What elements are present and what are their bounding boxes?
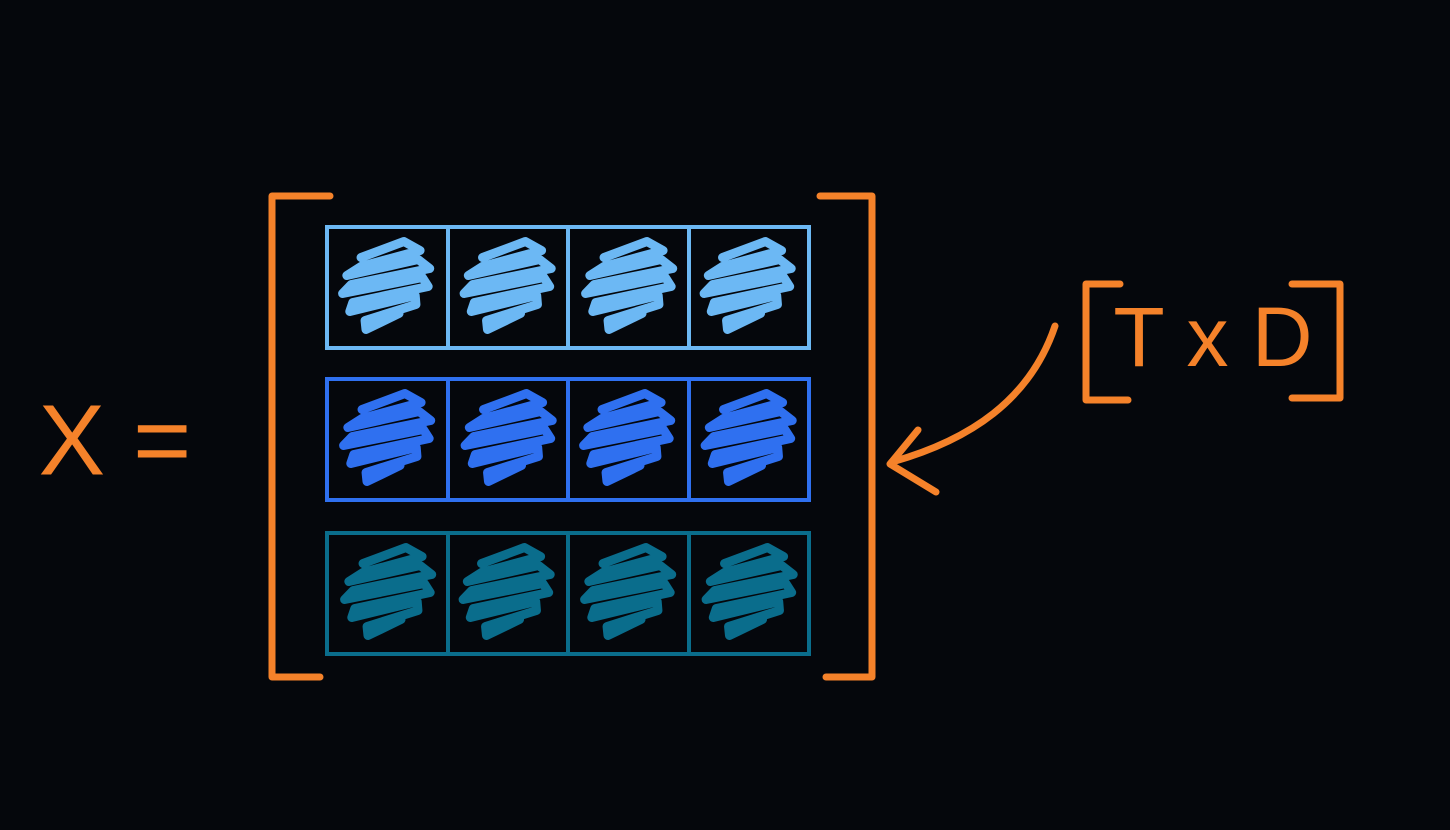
scribble — [580, 543, 677, 640]
scribble — [458, 543, 555, 640]
equation-label: X = — [39, 384, 192, 496]
cell — [687, 531, 811, 656]
scribble — [699, 237, 796, 334]
shape-annotation: T x D — [1113, 290, 1312, 384]
annotation-left-bracket — [1082, 280, 1132, 404]
cell — [687, 377, 811, 502]
right-bracket — [816, 192, 876, 681]
arrow-head — [886, 426, 940, 496]
scribble — [459, 237, 556, 334]
arrow-shaft — [888, 322, 1059, 466]
scribble — [340, 543, 437, 640]
matrix — [325, 225, 811, 656]
scribble — [581, 237, 678, 334]
cell — [687, 225, 811, 350]
scribble — [700, 389, 797, 486]
scribble — [338, 237, 435, 334]
annotation-right-bracket — [1288, 280, 1344, 402]
scribble — [460, 389, 557, 486]
scribble — [579, 389, 676, 486]
scribble — [701, 543, 798, 640]
left-bracket — [268, 192, 334, 681]
scribble — [339, 389, 436, 486]
